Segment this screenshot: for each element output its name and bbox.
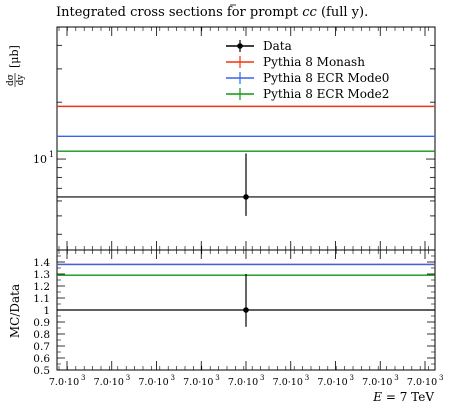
ratio-y-tick-label: 0.9 (33, 317, 50, 329)
legend-label: Pythia 8 Monash (263, 55, 365, 69)
x-tick-exp: 3 (394, 374, 398, 382)
y-label-den: dy (16, 74, 26, 86)
x-tick-exp: 3 (81, 374, 85, 382)
x-tick-exp: 3 (260, 374, 264, 382)
ratio-y-tick-label: 1 (43, 305, 50, 317)
main-frame (56, 26, 436, 251)
ratio-y-tick-label: 1.4 (33, 257, 50, 269)
y-axis-label: dσ dy [μb] (6, 45, 26, 87)
y-label-unit: [μb] (8, 45, 21, 68)
legend-marker (237, 43, 243, 49)
ratio-y-tick-label: 1.2 (33, 281, 50, 293)
y-label-num: dσ (6, 74, 16, 86)
x-tick-exp: 3 (215, 374, 219, 382)
y-tick-label: 10 (33, 153, 47, 166)
x-tick-label: 7.0·10 (49, 377, 79, 388)
x-tick-exp: 3 (439, 374, 443, 382)
x-tick-label: 7.0·10 (273, 377, 303, 388)
x-tick-label: 7.0·10 (317, 377, 347, 388)
x-tick-exp: 3 (305, 374, 309, 382)
x-tick-label: 7.0·10 (362, 377, 392, 388)
x-tick-exp: 3 (171, 374, 175, 382)
x-tick-label: 7.0·10 (407, 377, 437, 388)
data-point (243, 194, 249, 200)
x-axis-label: E = 7 TeV (372, 390, 434, 404)
x-tick-label: 7.0·10 (138, 377, 168, 388)
legend-label: Pythia 8 ECR Mode2 (263, 87, 389, 101)
legend-label: Data (263, 39, 292, 53)
ratio-y-tick-label: 0.7 (33, 341, 50, 353)
chart-title: Integrated cross sections for prompt cc … (56, 5, 368, 20)
ratio-y-tick-label: 1.1 (33, 293, 50, 305)
x-tick-label: 7.0·10 (228, 377, 258, 388)
ratio-y-tick-label: 0.6 (33, 353, 50, 365)
ratio-y-tick-label: 0.5 (33, 365, 50, 377)
x-tick-label: 7.0·10 (94, 377, 124, 388)
ratio-y-tick-label: 0.8 (33, 329, 50, 341)
y-tick-exp: 1 (49, 150, 54, 159)
ratio-data-point (243, 307, 249, 313)
ratio-y-tick-label: 1.3 (33, 269, 50, 281)
x-tick-exp: 3 (350, 374, 354, 382)
ratio-y-axis-label: MC/Data (8, 284, 22, 338)
legend-label: Pythia 8 ECR Mode0 (263, 71, 389, 85)
x-tick-label: 7.0·10 (183, 377, 213, 388)
x-tick-exp: 3 (126, 374, 130, 382)
